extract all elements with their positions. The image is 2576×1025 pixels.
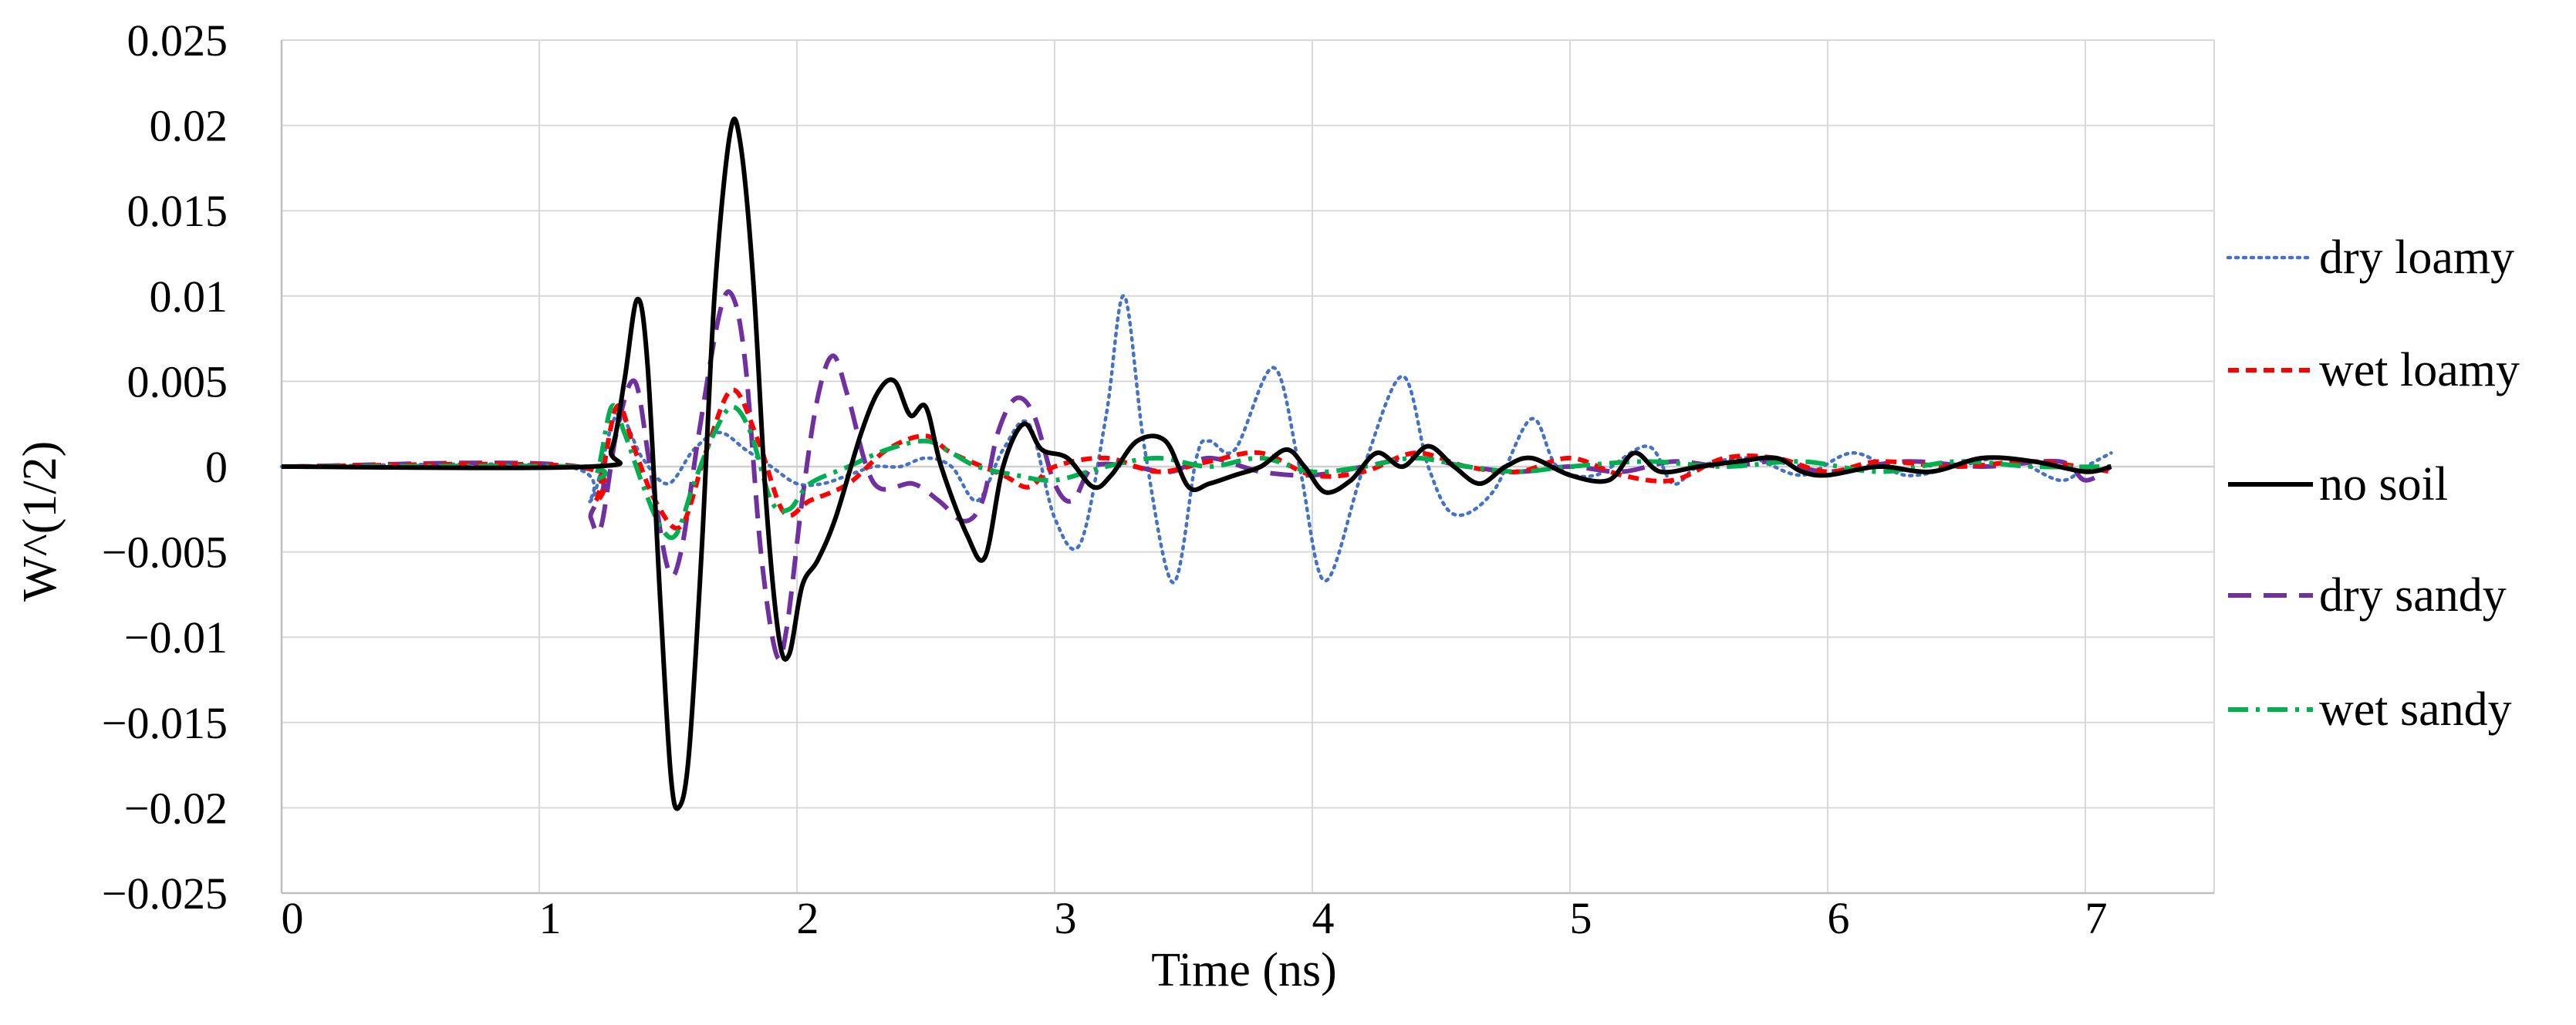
y-tick-label: 0.01 [150, 271, 228, 322]
x-tick-labels: 0 1 2 3 4 5 6 7 [282, 893, 2108, 943]
series-line-dry-loamy [279, 294, 2113, 585]
y-tick-label: −0.01 [124, 612, 228, 663]
y-tick-label: 0.015 [127, 186, 228, 236]
x-axis-title: Time (ns) [1151, 944, 1337, 996]
y-tick-label: −0.005 [102, 528, 228, 578]
y-tick-label: 0.02 [150, 101, 228, 151]
series-lines [279, 116, 2113, 811]
legend: dry loamy wet loamy no soil dry sandy wet sa… [2226, 231, 2520, 736]
legend-label: dry loamy [2319, 231, 2514, 284]
y-axis-title: W^(1/2) [14, 441, 66, 602]
legend-label: dry sandy [2319, 569, 2507, 622]
y-tick-label: −0.015 [102, 698, 228, 748]
series-line-wet-sandy [281, 403, 2112, 541]
x-tick-label: 0 [282, 893, 304, 943]
x-tick-label: 7 [2085, 893, 2108, 943]
legend-label: no soil [2319, 458, 2448, 511]
x-tick-label: 4 [1312, 893, 1335, 943]
y-tick-label: 0.005 [127, 356, 228, 406]
x-tick-label: 1 [539, 893, 562, 943]
x-tick-label: 3 [1055, 893, 1077, 943]
series-line-no-soil [281, 116, 2112, 811]
y-tick-labels: −0.025 −0.02 −0.015 −0.01 −0.005 0 0.005 0.01 0.… [102, 15, 228, 919]
y-tick-label: −0.02 [124, 783, 228, 833]
legend-label: wet loamy [2319, 344, 2520, 396]
x-tick-label: 6 [1828, 893, 1850, 943]
y-tick-label: 0 [205, 442, 228, 492]
x-tick-label: 5 [1570, 893, 1592, 943]
x-tick-label: 2 [797, 893, 819, 943]
legend-label: wet sandy [2319, 683, 2512, 736]
y-tick-label: −0.025 [102, 868, 228, 919]
series-line-wet-loamy [281, 387, 2112, 531]
y-tick-label: 0.025 [127, 15, 228, 66]
